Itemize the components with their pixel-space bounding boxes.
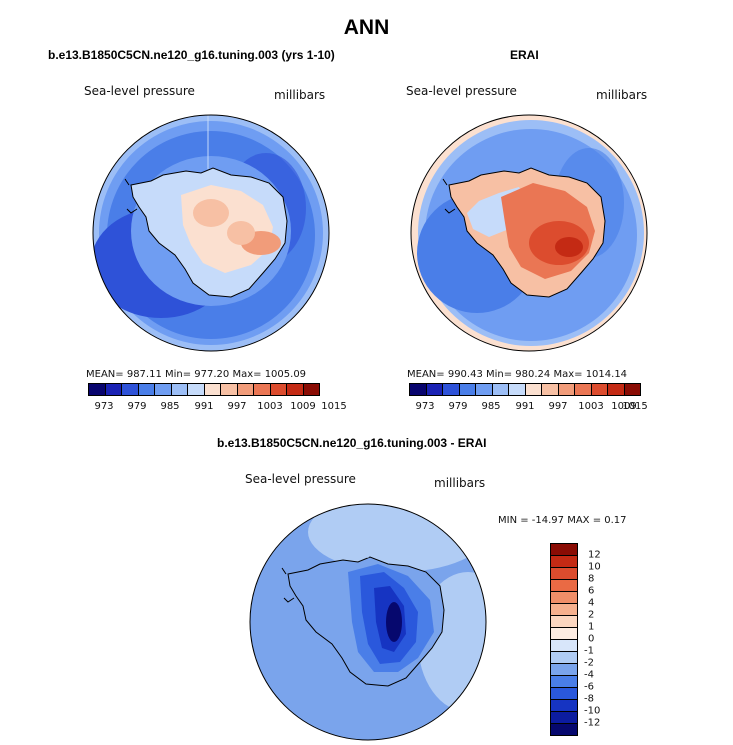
tick-label: 991 — [194, 401, 214, 412]
colorbar-erai — [409, 383, 641, 396]
tick-label: 991 — [515, 401, 535, 412]
stats-erai: MEAN= 990.43 Min= 980.24 Max= 1014.14 — [407, 369, 628, 380]
tick-label: 1015 — [321, 401, 347, 412]
tick-label: 0 — [588, 633, 595, 645]
variable-label-difference: Sea-level pressure — [245, 472, 356, 486]
panel-title-model: b.e13.B1850C5CN.ne120_g16.tuning.003 (yr… — [48, 48, 335, 62]
panel-title-difference: b.e13.B1850C5CN.ne120_g16.tuning.003 - E… — [217, 436, 487, 450]
tick-label: 973 — [94, 401, 114, 412]
units-label-model: millibars — [274, 88, 326, 102]
tick-label: -12 — [584, 717, 601, 729]
tick-label: 2 — [588, 609, 595, 621]
panel-title-erai: ERAI — [510, 48, 539, 62]
stats-difference: MIN = -14.97 MAX = 0.17 — [498, 515, 627, 526]
tick-label: 12 — [588, 549, 601, 561]
polar-map-erai — [410, 114, 648, 352]
tick-label: 1003 — [578, 401, 604, 412]
stats-model: MEAN= 987.11 Min= 977.20 Max= 1005.09 — [86, 369, 307, 380]
tick-label: -8 — [584, 693, 594, 705]
polar-map-difference — [249, 503, 487, 741]
tick-label: 4 — [588, 597, 595, 609]
units-label-difference: millibars — [434, 476, 486, 490]
colorbar-ticks-model: 973 979 985 991 997 1003 1009 1015 — [88, 401, 346, 415]
units-label-erai: millibars — [596, 88, 648, 102]
tick-label: -6 — [584, 681, 594, 693]
high-pressure-center — [193, 199, 229, 227]
tick-label: 985 — [160, 401, 180, 412]
tick-label: -4 — [584, 669, 594, 681]
tick-label: 997 — [227, 401, 247, 412]
tick-label: 1015 — [622, 401, 648, 412]
tick-label: 1009 — [290, 401, 316, 412]
tick-label: 1003 — [257, 401, 283, 412]
tick-label: 10 — [588, 561, 601, 573]
tick-label: 1009 — [611, 401, 637, 412]
tick-label: -2 — [584, 657, 594, 669]
variable-label-model: Sea-level pressure — [84, 84, 195, 98]
colorbar-model — [88, 383, 320, 396]
figure-title: ANN — [343, 16, 390, 39]
tick-label: 997 — [548, 401, 568, 412]
variable-label-erai: Sea-level pressure — [406, 84, 517, 98]
colorbar-ticks-erai: 973 979 985 991 997 1003 1009 1015 — [409, 401, 647, 415]
tick-label: 973 — [415, 401, 435, 412]
tick-label: 979 — [127, 401, 147, 412]
tick-label: 985 — [481, 401, 501, 412]
colorbar-difference — [550, 543, 578, 736]
tick-label: 1 — [588, 621, 595, 633]
tick-label: 6 — [588, 585, 595, 597]
minimum-center — [386, 602, 402, 642]
polar-map-model — [92, 114, 330, 352]
tick-label: 979 — [448, 401, 468, 412]
tick-label: -10 — [584, 705, 601, 717]
tick-label: -1 — [584, 645, 594, 657]
colorbar-ticks-difference: 12 10 8 6 4 2 1 0 -1 -2 -4 -6 -8 -10 -12 — [584, 543, 624, 736]
tick-label: 8 — [588, 573, 595, 585]
